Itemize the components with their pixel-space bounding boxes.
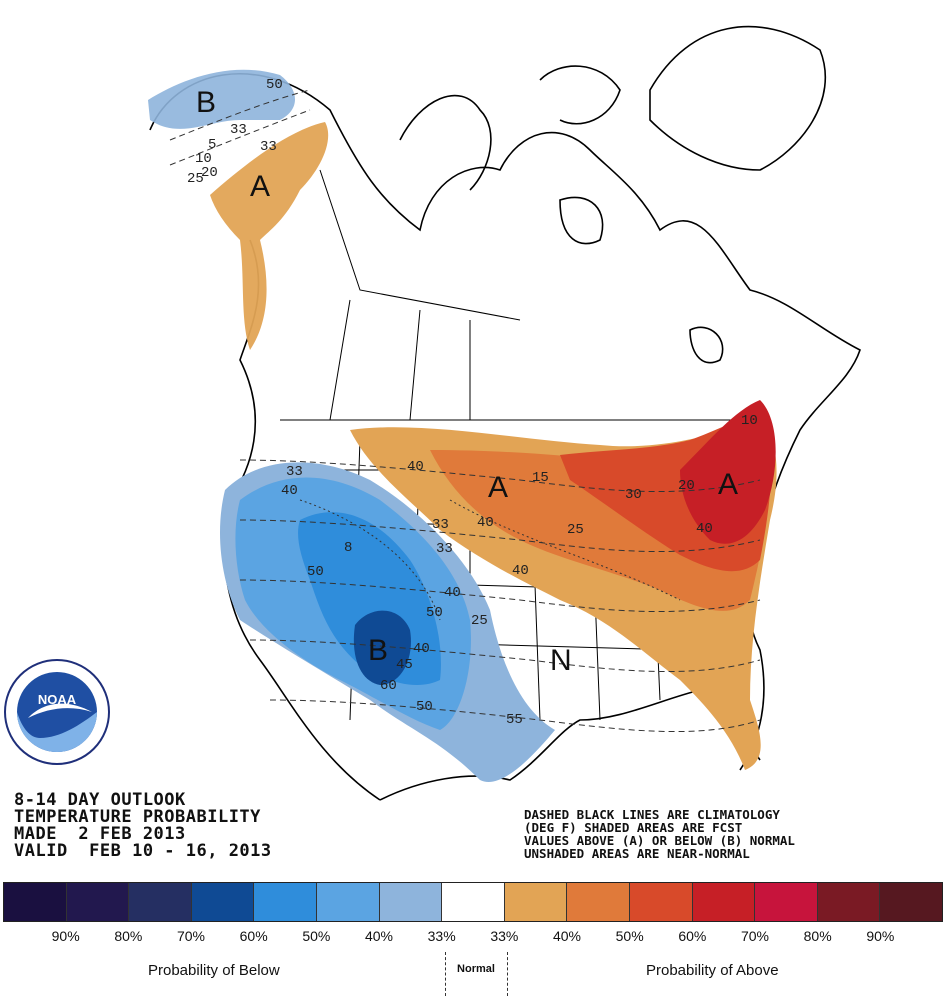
- northeast-above-letter: A: [718, 468, 738, 501]
- contour-label: 50: [266, 77, 283, 93]
- legend-tick-label: 33%: [427, 928, 456, 944]
- note-line: DASHED BLACK LINES ARE CLIMATOLOGY: [524, 807, 780, 822]
- outlook-map: B A A A B N 50 33 33 5 10 20 25 33 40 50…: [4, 25, 861, 801]
- legend-swatch: [567, 883, 630, 921]
- contour-label: 50: [426, 605, 443, 621]
- legend-swatch: [442, 883, 505, 921]
- contour-label: 33: [230, 122, 247, 138]
- legend-swatch: [755, 883, 818, 921]
- contour-label: 60: [380, 678, 397, 694]
- outlook-title: 8-14 DAY OUTLOOK TEMPERATURE PROBABILITY…: [14, 792, 272, 860]
- southwest-below-letter: B: [368, 634, 388, 667]
- legend-swatch: [692, 883, 756, 921]
- contour-label: 40: [696, 521, 713, 537]
- legend-swatch: [379, 883, 443, 921]
- legend-swatch: [504, 883, 568, 921]
- contour-label: 50: [416, 699, 433, 715]
- legend-swatch: [4, 883, 67, 921]
- title-line: VALID FEB 10 - 16, 2013: [14, 841, 272, 861]
- legend-swatch: [316, 883, 380, 921]
- noaa-logo-text: NOAA: [38, 692, 77, 707]
- contour-label: 33: [260, 139, 277, 155]
- contour-label: 15: [532, 470, 549, 486]
- alaska-below-letter: B: [196, 86, 216, 119]
- note-line: VALUES ABOVE (A) OR BELOW (B) NORMAL: [524, 833, 795, 848]
- title-line: 8-14 DAY OUTLOOK: [14, 790, 186, 810]
- normal-separator: [445, 952, 446, 996]
- legend-tick-label: 33%: [490, 928, 519, 944]
- normal-separator: [507, 952, 508, 996]
- legend-tick-label: 40%: [364, 928, 394, 944]
- note-line: (DEG F) SHADED AREAS ARE FCST: [524, 820, 743, 835]
- contour-label: 40: [413, 641, 430, 657]
- contour-label: 33: [286, 464, 303, 480]
- legend-tick-label: 70%: [740, 928, 770, 944]
- contour-label: 8: [344, 540, 352, 556]
- contour-label: 40: [407, 459, 424, 475]
- contour-label: 33: [432, 517, 449, 533]
- legend-swatch: [817, 883, 881, 921]
- legend-tick-label: 90%: [866, 928, 895, 944]
- contour-label: 25: [567, 522, 584, 538]
- south-normal-letter: N: [550, 644, 572, 677]
- note-line: UNSHADED AREAS ARE NEAR-NORMAL: [524, 846, 750, 861]
- legend-tick-label: 60%: [678, 928, 707, 944]
- probability-contours: [299, 499, 681, 621]
- contour-label: 55: [506, 712, 523, 728]
- legend-tick-label: 60%: [239, 928, 268, 944]
- legend-swatch: [880, 883, 942, 921]
- contour-label: 25: [471, 613, 488, 629]
- climatology-contours: [169, 89, 761, 733]
- below-label: Probability of Below: [148, 962, 280, 979]
- contour-label: 20: [678, 478, 695, 494]
- alaska-above-letter: A: [250, 170, 270, 203]
- legend-tick-label: 70%: [176, 928, 206, 944]
- ne-above-60: [680, 400, 776, 544]
- title-line: TEMPERATURE PROBABILITY: [14, 807, 261, 827]
- contour-label: 10: [195, 151, 212, 167]
- contour-label: 25: [187, 171, 204, 187]
- contour-label: 40: [477, 515, 494, 531]
- contour-label: 40: [281, 483, 298, 499]
- alaska-above-area: [210, 122, 329, 350]
- legend-ticks: 90% 80% 70% 60% 50% 40% 33% 33% 40% 50% 60% 70% 80% 9…: [0, 928, 946, 948]
- map-notes: DASHED BLACK LINES ARE CLIMATOLOGY (DEG …: [524, 808, 795, 860]
- legend-tick-label: 50%: [615, 928, 644, 944]
- legend-tick-label: 80%: [803, 928, 832, 944]
- contour-label: 20: [201, 165, 218, 181]
- contour-label: 5: [208, 137, 216, 153]
- legend-swatch: [129, 883, 192, 921]
- title-line: MADE 2 FEB 2013: [14, 824, 186, 844]
- legend-swatch: [629, 883, 693, 921]
- north-central-above-letter: A: [488, 471, 508, 504]
- legend-tick-label: 50%: [302, 928, 331, 944]
- contour-label: 50: [307, 564, 324, 580]
- noaa-logo: NOAA: [4, 659, 110, 765]
- contour-label: 30: [625, 487, 642, 503]
- probability-legend: [3, 882, 943, 922]
- legend-tick-label: 80%: [114, 928, 143, 944]
- normal-label: Normal: [457, 963, 495, 975]
- sw-below-60: [353, 610, 411, 685]
- contour-label: 40: [444, 585, 461, 601]
- contour-label: 45: [396, 657, 413, 673]
- legend-tick-label: 90%: [51, 928, 80, 944]
- legend-swatch: [191, 883, 255, 921]
- contour-label: 40: [512, 563, 529, 579]
- alaska-below-area: [148, 69, 295, 129]
- legend-swatch: [254, 883, 317, 921]
- legend-swatch: [66, 883, 130, 921]
- contour-label: 33: [436, 541, 453, 557]
- contour-label: 10: [741, 413, 758, 429]
- legend-tick-label: 40%: [552, 928, 582, 944]
- above-label: Probability of Above: [646, 962, 779, 979]
